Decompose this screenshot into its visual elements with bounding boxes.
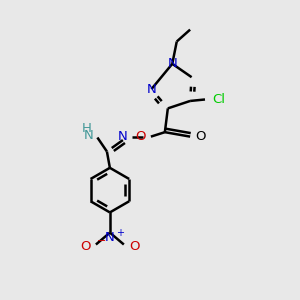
Text: N: N: [84, 129, 94, 142]
Text: O: O: [80, 239, 91, 253]
Text: +: +: [116, 229, 124, 238]
Text: N: N: [105, 231, 115, 244]
Text: N: N: [147, 82, 156, 96]
Text: O: O: [129, 239, 140, 253]
Text: Cl: Cl: [212, 93, 225, 106]
Text: N: N: [118, 130, 128, 143]
Text: O: O: [196, 130, 206, 143]
Text: H: H: [82, 122, 92, 135]
Text: N: N: [167, 57, 177, 70]
Text: O: O: [135, 130, 146, 143]
Text: −: −: [97, 236, 106, 246]
